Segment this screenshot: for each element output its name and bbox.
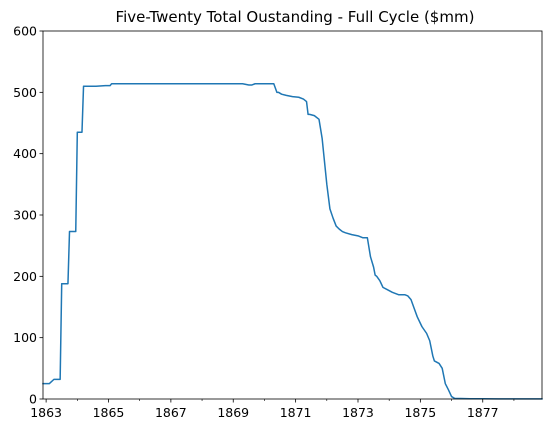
x-tick-label: 1877 [467,405,499,420]
y-tick-label: 400 [13,146,37,161]
plot-marks [42,83,543,400]
x-axis: 1863 1865 1867 1869 1871 1873 1875 1877 [30,399,515,420]
chart-title: Five-Twenty Total Oustanding - Full Cycl… [116,8,475,26]
x-tick-label: 1871 [280,405,312,420]
y-tick-label: 0 [29,392,37,407]
x-tick-label: 1863 [30,405,62,420]
x-tick-label: 1865 [93,405,125,420]
x-tick-label: 1873 [342,405,374,420]
y-tick-label: 500 [13,85,37,100]
y-tick-label: 300 [13,208,37,223]
x-tick-label: 1867 [155,405,187,420]
series-line-0 [42,83,543,400]
y-tick-label: 200 [13,269,37,284]
y-axis: 0 100 200 300 400 500 600 [13,24,43,407]
x-tick-label: 1875 [404,405,436,420]
y-tick-label: 600 [13,24,37,39]
x-tick-label: 1869 [217,405,249,420]
y-tick-label: 100 [13,330,37,345]
